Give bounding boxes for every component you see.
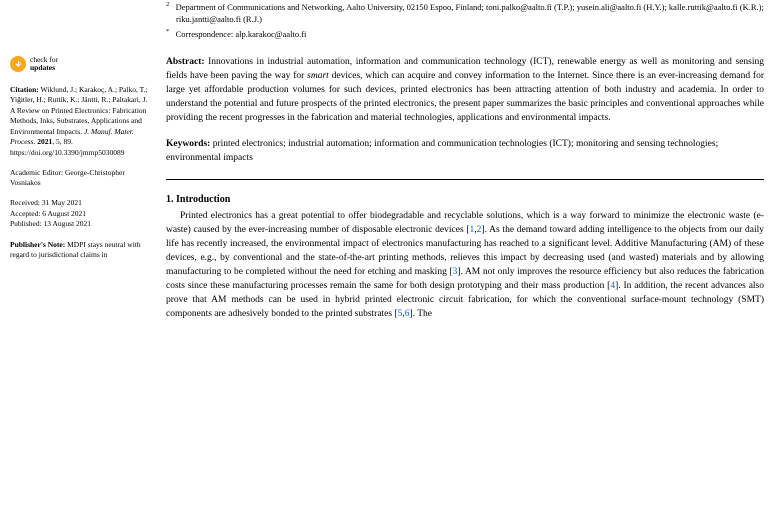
check-for-updates[interactable]: check forupdates <box>10 56 150 73</box>
citation-label: Citation: <box>10 85 39 94</box>
affil-text: Department of Communications and Network… <box>176 2 764 24</box>
keywords: Keywords: printed electronics; industria… <box>166 137 764 165</box>
citation-year: 2021 <box>37 137 52 146</box>
pubnote-label: Publisher's Note: <box>10 240 65 249</box>
published-date: Published: 13 August 2021 <box>10 219 150 230</box>
dates-block: Received: 31 May 2021 Accepted: 6 August… <box>10 198 150 230</box>
keywords-label: Keywords: <box>166 139 210 149</box>
body-paragraph: Printed electronics has a great potentia… <box>166 209 764 321</box>
corr-text: Correspondence: alp.karakoc@aalto.fi <box>176 29 307 39</box>
corr-marker: * <box>166 28 169 35</box>
publisher-note: Publisher's Note: MDPI stays neutral wit… <box>10 240 150 261</box>
affiliation-2: 2 Department of Communications and Netwo… <box>166 0 764 25</box>
received-date: Received: 31 May 2021 <box>10 198 150 209</box>
check-icon <box>10 56 26 72</box>
editor-label: Academic Editor: <box>10 168 65 177</box>
editor-block: Academic Editor: George-Christopher Vosn… <box>10 168 150 188</box>
check-text: check forupdates <box>30 56 58 73</box>
divider <box>166 179 764 180</box>
sidebar: check forupdates Citation: Wiklund, J.; … <box>0 0 160 521</box>
keywords-text: printed electronics; industrial automati… <box>166 139 718 163</box>
abstract-ital: smart <box>307 71 329 81</box>
section-title: 1. Introduction <box>166 194 764 205</box>
abstract-label: Abstract: <box>166 57 205 67</box>
abstract: Abstract: Innovations in industrial auto… <box>166 55 764 125</box>
main-column: 2 Department of Communications and Netwo… <box>160 0 782 521</box>
body-1e: ]. The <box>410 309 433 319</box>
citation-block: Citation: Wiklund, J.; Karakoç, A.; Palk… <box>10 85 150 159</box>
accepted-date: Accepted: 6 August 2021 <box>10 209 150 220</box>
affil-marker: 2 <box>166 1 169 8</box>
correspondence: * Correspondence: alp.karakoc@aalto.fi <box>166 27 764 40</box>
